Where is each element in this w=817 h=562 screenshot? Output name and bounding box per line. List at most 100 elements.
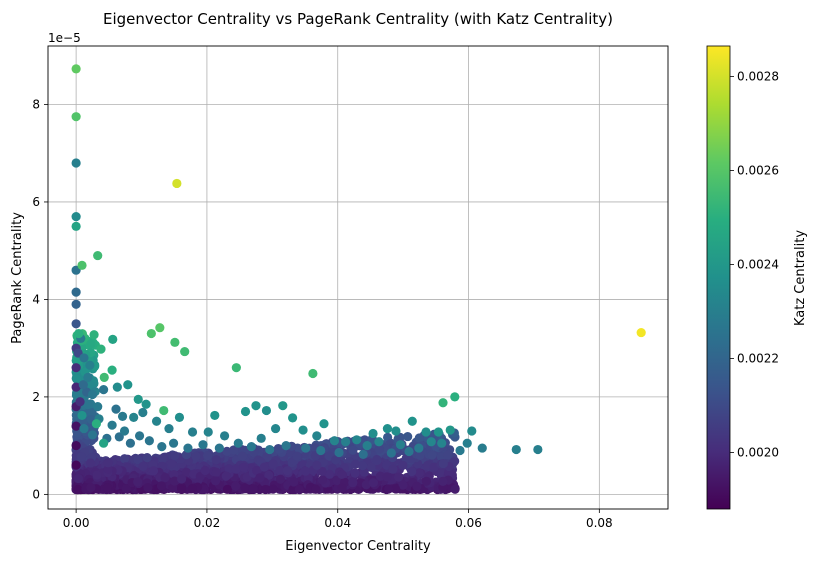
scatter-point <box>404 446 414 457</box>
scatter-point <box>119 426 130 436</box>
scatter-point <box>268 484 278 494</box>
scatter-point <box>151 416 162 426</box>
scatter-point <box>133 477 143 487</box>
scatter-point <box>111 404 121 414</box>
scatter-point <box>71 299 81 309</box>
scatter-point <box>144 436 154 446</box>
scatter-point <box>350 459 361 469</box>
scatter-point <box>268 459 278 469</box>
scatter-point <box>114 432 124 442</box>
scatter-point <box>71 64 81 74</box>
scatter-point <box>264 470 274 480</box>
scatter-point <box>160 473 170 483</box>
scatter-point <box>79 423 89 434</box>
scatter-point <box>438 476 448 486</box>
scatter-point <box>211 455 221 465</box>
scatter-point <box>281 441 291 451</box>
scatter-point <box>91 419 101 429</box>
scatter-point <box>393 472 404 482</box>
scatter-point <box>433 427 444 437</box>
grid <box>48 46 668 509</box>
scatter-point <box>398 480 408 490</box>
scatter-point <box>103 458 113 468</box>
scatter-point <box>198 440 208 450</box>
scatter-point <box>300 466 311 476</box>
scatter-point <box>71 221 81 231</box>
scatter-point <box>172 178 182 189</box>
scatter-point <box>374 444 385 454</box>
scatter-point <box>71 382 81 392</box>
scatter-point <box>368 478 379 488</box>
scatter-point <box>294 484 304 495</box>
scatter-point <box>437 438 447 448</box>
scatter-point <box>278 401 288 411</box>
scatter-point <box>414 433 425 443</box>
scatter-point <box>260 484 271 495</box>
x-axis-label: Eigenvector Centrality <box>285 539 431 554</box>
scatter-point <box>366 462 376 473</box>
x-axis-ticks: 0.00 0.02 0.04 0.06 0.08 <box>63 509 613 530</box>
scatter-point <box>121 483 131 494</box>
x-tick-label: 0.02 <box>194 516 221 530</box>
scatter-point <box>157 442 167 452</box>
scatter-point <box>71 211 81 222</box>
scatter-point <box>123 380 133 390</box>
scatter-point <box>75 397 85 407</box>
scatter-point <box>211 467 221 477</box>
scatter-point <box>255 473 265 483</box>
scatter-point <box>438 459 448 469</box>
scatter-point <box>87 407 97 417</box>
scatter-point <box>231 481 241 491</box>
scatter-point <box>265 444 275 455</box>
scatter-point <box>103 464 113 474</box>
scatter-point <box>391 426 401 436</box>
scatter-point <box>259 462 270 472</box>
scatter-point <box>107 420 117 430</box>
scatter-point <box>87 389 98 400</box>
scatter-point <box>71 112 81 122</box>
scatter-point <box>191 451 201 461</box>
scatter-point <box>79 353 89 363</box>
scatter-point <box>125 438 136 448</box>
scatter-point <box>372 455 382 465</box>
scatter-point <box>89 330 99 340</box>
scatter-point <box>427 450 437 460</box>
scatter-point <box>187 483 197 494</box>
scatter-point <box>219 431 230 441</box>
scatter-point <box>636 327 646 338</box>
scatter-point <box>112 382 122 392</box>
scatter-point <box>329 436 340 446</box>
scatter-point <box>102 483 112 493</box>
scatter-point <box>282 466 292 476</box>
scatter-point <box>86 339 96 349</box>
scatter-point <box>289 477 299 487</box>
scatter-point <box>99 372 109 383</box>
scatter-point <box>275 465 285 476</box>
y-axis-ticks: 0 2 4 6 8 <box>32 97 48 501</box>
scatter-point <box>383 484 394 494</box>
scatter-point <box>261 405 272 416</box>
scatter-point <box>362 441 372 451</box>
scatter-point <box>455 445 465 456</box>
scatter-point <box>85 360 95 370</box>
scatter-point <box>141 399 151 409</box>
scatter-point <box>76 452 87 462</box>
scatter-point <box>143 482 153 493</box>
scatter-point <box>511 444 521 455</box>
scatter-point <box>445 425 455 435</box>
scatter-point <box>414 443 424 453</box>
colorbar-tick-label: 0.0026 <box>737 164 779 178</box>
scatter-point <box>426 437 436 447</box>
scatter-point <box>71 421 81 431</box>
x-tick-label: 0.08 <box>586 516 613 530</box>
scatter-point <box>83 399 93 410</box>
scatter-point <box>71 363 81 373</box>
scatter-point <box>382 423 393 434</box>
scatter-point <box>407 466 417 477</box>
scatter-point <box>331 455 341 465</box>
scatter-point <box>187 427 198 437</box>
scatter-point <box>78 380 88 390</box>
scatter-point <box>239 462 249 472</box>
y-tick-label: 0 <box>32 487 40 501</box>
